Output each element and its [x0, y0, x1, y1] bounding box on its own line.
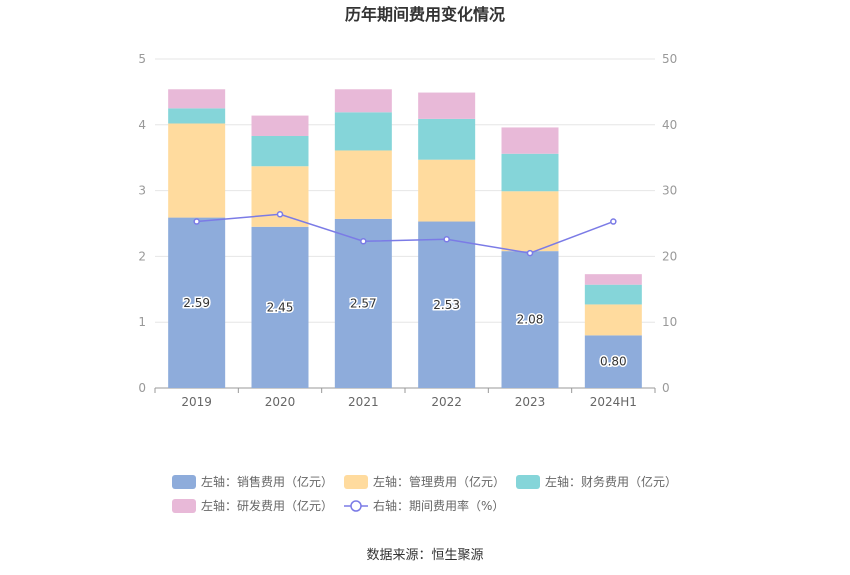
bar-segment-2 [501, 191, 559, 252]
bar-segment-1 [168, 217, 226, 388]
bar-segment-1 [251, 226, 309, 388]
data-labels: 2.59 2.45 2.57 2.53 2.08 0.80 [182, 294, 628, 370]
left-axis-tick: 5 [138, 52, 146, 66]
data-label: 2.57 [350, 296, 377, 310]
legend-item[interactable]: 左轴：管理费用（亿元） [344, 474, 505, 489]
bar-segment-1 [334, 218, 392, 388]
rate-line [196, 213, 614, 254]
legend-label: 右轴：期间费用率（%） [373, 498, 504, 513]
rate-point [360, 238, 367, 245]
bar-segment-2 [251, 166, 309, 227]
right-axis-tick: 50 [662, 52, 677, 66]
bar-segment-4 [251, 115, 309, 136]
x-axis-tick-label: 2020 [265, 395, 296, 409]
left-axis-tick: 3 [138, 184, 146, 198]
legend-item[interactable]: 左轴：研发费用（亿元） [172, 498, 333, 513]
bar-segment-2 [418, 159, 476, 222]
legend-item[interactable]: 右轴：期间费用率（%） [344, 498, 504, 513]
legend-marker [350, 500, 362, 512]
x-axis-tick-label: 2024H1 [590, 395, 637, 409]
rate-point [443, 236, 450, 243]
bar-segment-1 [501, 251, 559, 388]
data-label: 0.80 [600, 355, 627, 369]
rate-point [526, 249, 534, 257]
right-axis-tick: 40 [662, 118, 677, 132]
right-axis-tick: 0 [662, 381, 670, 395]
bar-segment-4 [418, 92, 476, 119]
bars [168, 89, 642, 388]
legend-swatch [344, 475, 368, 489]
bar-segment-1 [418, 221, 476, 388]
grid [155, 58, 655, 323]
left-axis: 0 1 2 3 4 5 [138, 52, 146, 395]
data-label: 2.08 [517, 313, 544, 327]
legend-item[interactable]: 左轴：销售费用（亿元） [172, 474, 333, 489]
bar-segment-3 [168, 108, 226, 124]
x-axis: 2019 2020 2021 2022 2023 2024H1 [154, 387, 656, 409]
right-axis-tick: 10 [662, 315, 677, 329]
left-axis-tick: 0 [138, 381, 146, 395]
bar-segment-3 [584, 284, 642, 305]
left-axis-tick: 2 [138, 249, 146, 263]
bar-segment-4 [334, 89, 392, 113]
right-axis: 0 10 20 30 40 50 [662, 52, 677, 395]
right-axis-tick: 20 [662, 249, 677, 263]
x-axis-tick-label: 2021 [348, 395, 379, 409]
legend-label: 左轴：管理费用（亿元） [373, 474, 505, 489]
left-axis-tick: 1 [138, 315, 146, 329]
source-note: 数据来源：恒生聚源 [366, 548, 483, 563]
rate-point [610, 218, 617, 225]
x-axis-tick-label: 2023 [515, 395, 546, 409]
left-axis-tick: 4 [138, 118, 146, 132]
bar-segment-4 [501, 127, 559, 154]
x-axis-tick-label: 2019 [181, 395, 212, 409]
data-label: 2.53 [433, 298, 460, 312]
bar-segment-3 [501, 153, 559, 192]
bar-segment-4 [584, 274, 642, 285]
legend-label: 左轴：财务费用（亿元） [545, 474, 677, 489]
data-label: 2.45 [267, 300, 294, 314]
right-axis-tick: 30 [662, 184, 677, 198]
bar-segment-4 [168, 89, 226, 109]
line-series [193, 211, 617, 257]
bar-segment-1 [584, 335, 642, 388]
bar-segment-3 [334, 112, 392, 151]
chart-title: 历年期间费用变化情况 [345, 5, 505, 24]
rate-point [276, 211, 284, 218]
legend-item[interactable]: 左轴：财务费用（亿元） [516, 474, 677, 489]
legend-swatch [172, 499, 196, 513]
bar-segment-3 [251, 135, 309, 167]
bar-segment-2 [334, 150, 392, 219]
legend[interactable]: 左轴：销售费用（亿元） 左轴：管理费用（亿元） 左轴：财务费用（亿元） 左轴：研发费用… [172, 474, 677, 513]
bar-segment-2 [584, 304, 642, 336]
legend-label: 左轴：研发费用（亿元） [201, 498, 333, 513]
legend-label: 左轴：销售费用（亿元） [201, 474, 333, 489]
rate-point [193, 218, 200, 225]
legend-swatch [172, 475, 196, 489]
legend-swatch [516, 475, 540, 489]
bar-segment-2 [168, 123, 226, 218]
x-axis-tick-label: 2022 [431, 395, 462, 409]
data-label: 2.59 [183, 296, 210, 310]
bar-segment-3 [418, 118, 476, 160]
